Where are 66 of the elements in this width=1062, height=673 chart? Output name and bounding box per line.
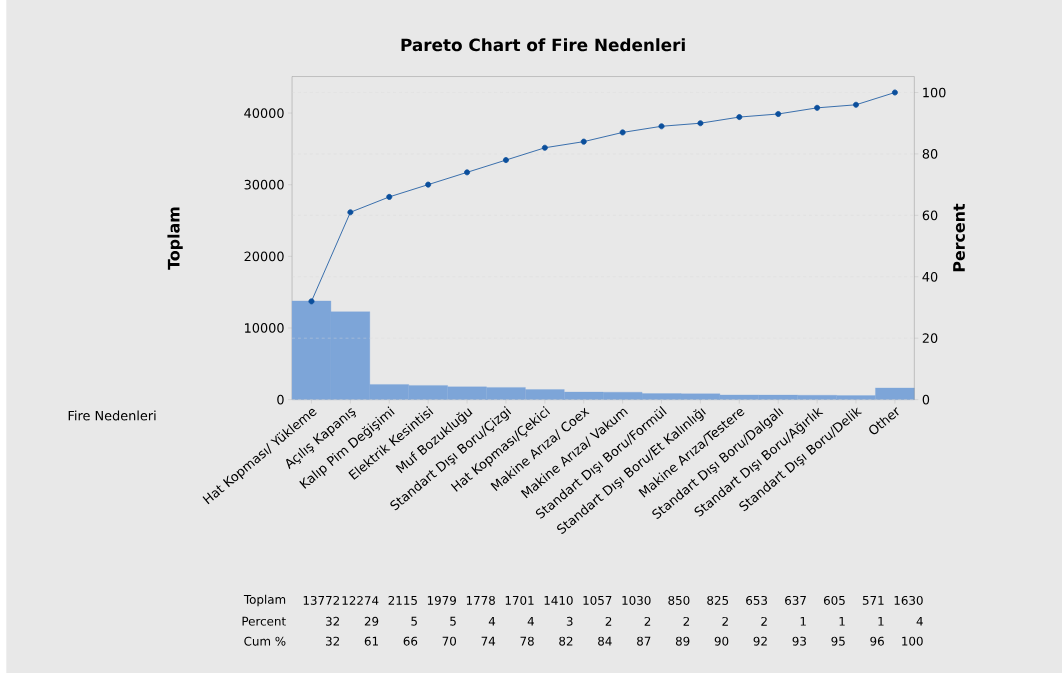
text: Toplam [243,594,286,607]
text: Percent [242,616,286,626]
text: 32 [325,616,340,626]
chart-title: Pareto Chart of Fire Nedenleri [401,38,685,52]
text: 13772 [303,595,340,605]
text: Cum % [244,636,286,646]
text: 1057 [583,595,612,605]
text: 78 [520,636,534,646]
x-axis-title: Fire Nedenleri [68,410,156,421]
text: 5 [411,616,417,626]
text: 12274 [342,596,379,605]
text: 29 [364,616,379,626]
text: 2 [761,616,767,626]
text: 571 [862,596,884,605]
y2-tick-label: 20 [922,333,938,344]
text: 61 [364,636,378,646]
text: 74 [481,636,496,646]
text: 82 [559,636,573,646]
y2-tick-label: 60 [922,210,938,221]
y2-tick-label: 0 [922,394,930,405]
y-tick-label: 40000 [244,108,284,118]
text: 2 [605,616,612,626]
text: 1 [839,616,845,626]
text: 2 [683,616,690,626]
text: 605 [823,595,845,605]
text: 84 [598,636,612,646]
y2-tick-label: 80 [922,149,938,159]
text: 637 [785,595,806,605]
y-tick-label: 20000 [244,251,284,262]
text: 4 [916,616,923,626]
text: 850 [668,595,690,605]
text: 96 [870,636,884,646]
text: 1030 [622,595,651,605]
text: 2115 [388,595,417,605]
text: 1630 [894,595,923,605]
text: 5 [450,616,456,626]
y2-axis-title: Percent [953,203,965,272]
text: 89 [675,636,690,646]
text: 87 [637,636,651,646]
text: 93 [792,636,806,646]
y-tick-label: 30000 [244,179,284,190]
text: 32 [325,636,340,646]
text: 3 [566,616,573,626]
text: 90 [714,636,729,646]
text: 1 [878,616,884,626]
y-tick-label: 10000 [245,323,284,333]
text: 4 [527,616,534,626]
text: 1410 [544,595,573,605]
text: 2 [722,616,728,626]
text: 1979 [427,595,456,605]
text: 1 [800,616,806,626]
text: 825 [707,595,729,605]
text: 92 [753,636,767,646]
text: 653 [746,595,767,605]
text: 95 [831,636,845,646]
text: 1701 [505,595,534,605]
y2-tick-label: 100 [923,87,946,98]
text: 70 [442,636,457,646]
text: 4 [488,616,496,626]
text: 2 [644,616,651,626]
text: 100 [902,636,923,646]
y2-tick-label: 40 [922,271,938,282]
text: 1778 [466,595,495,605]
y-axis-title: Toplam [167,207,183,270]
text: 66 [403,636,418,646]
y-tick-label: 0 [277,394,284,405]
